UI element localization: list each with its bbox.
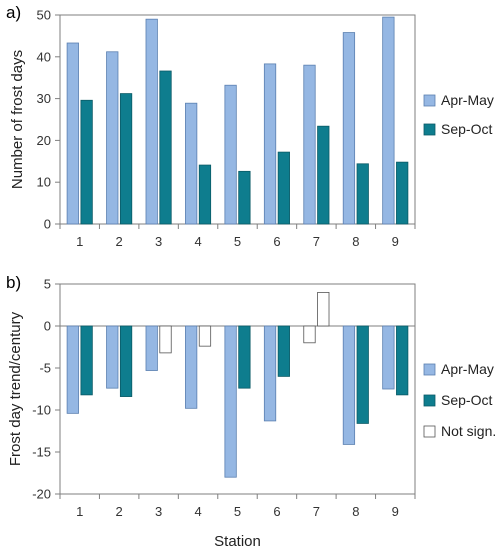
x-tick-label: 2 xyxy=(116,234,123,249)
bar-apr-may xyxy=(342,32,356,225)
bar-apr-may xyxy=(185,102,198,225)
x-tick-label: 9 xyxy=(392,234,399,249)
legend-label: Apr-May xyxy=(441,361,494,377)
bar-sep-oct xyxy=(119,325,133,397)
x-tick-label: 9 xyxy=(392,504,399,519)
legend-swatch xyxy=(423,123,436,136)
y-tick-label: 10 xyxy=(37,175,51,190)
bar-sep-oct xyxy=(198,325,212,347)
x-tick-label: 1 xyxy=(76,504,83,519)
bar-apr-may xyxy=(224,325,237,478)
bar-sep-oct xyxy=(317,291,330,327)
bar-sep-oct xyxy=(356,163,369,225)
x-tick-label: 4 xyxy=(194,504,201,519)
y-tick-label: 0 xyxy=(44,319,51,334)
y-tick-label: -5 xyxy=(39,361,51,376)
bar-apr-may xyxy=(342,325,356,445)
bar-apr-may xyxy=(382,325,395,390)
y-tick-label: 30 xyxy=(37,91,51,106)
bar-apr-may xyxy=(66,325,79,414)
x-tick-label: 8 xyxy=(352,234,359,249)
bar-sep-oct xyxy=(396,325,409,396)
x-tick-label: 1 xyxy=(76,234,83,249)
bar-sep-oct xyxy=(277,151,290,225)
y-tick-label: 5 xyxy=(44,277,51,292)
bar-apr-may xyxy=(263,63,277,225)
x-tick-label: 6 xyxy=(273,234,280,249)
x-tick-label: 5 xyxy=(234,234,241,249)
y-tick-label: 40 xyxy=(37,49,51,64)
y-tick-label: 50 xyxy=(37,8,51,23)
bar-sep-oct xyxy=(159,325,172,354)
x-axis-title: Station xyxy=(214,533,261,550)
bar-apr-may xyxy=(382,16,395,225)
y-tick-label: 20 xyxy=(37,133,51,148)
y-axis-title: Number of frost days xyxy=(9,50,26,189)
legend-label: Not sign. xyxy=(441,423,496,439)
legend-swatch xyxy=(423,363,436,376)
bar-sep-oct xyxy=(80,325,93,396)
bar-sep-oct xyxy=(119,93,133,225)
y-tick-label: -20 xyxy=(32,487,51,502)
y-axis-title: Frost day trend/century xyxy=(7,311,24,466)
y-tick-label: -10 xyxy=(32,403,51,418)
panel-label: a) xyxy=(6,3,21,22)
bar-sep-oct xyxy=(317,125,330,225)
bar-apr-may xyxy=(303,325,316,344)
bar-apr-may xyxy=(145,325,158,371)
bar-apr-may xyxy=(303,64,316,225)
panel-label: b) xyxy=(6,273,21,292)
legend-swatch xyxy=(423,425,436,438)
x-tick-label: 5 xyxy=(234,504,241,519)
y-tick-label: 0 xyxy=(44,217,51,232)
x-tick-label: 8 xyxy=(352,504,359,519)
x-tick-label: 3 xyxy=(155,504,162,519)
bar-apr-may xyxy=(224,84,237,225)
plot-area xyxy=(59,283,416,495)
x-tick-label: 7 xyxy=(313,234,320,249)
bar-sep-oct xyxy=(238,325,251,389)
plot-area xyxy=(59,14,416,225)
chart-frost-days: 0 10 20 30 40 50 1 2 3 4 5 6 7 8 9 Number of frost days… xyxy=(6,3,494,249)
x-tick-label: 7 xyxy=(313,504,320,519)
bar-sep-oct xyxy=(277,325,290,377)
bar-apr-may xyxy=(263,325,277,422)
legend-swatch xyxy=(423,394,436,407)
legend-label: Apr-May xyxy=(441,92,494,108)
legend-label: Sep-Oct xyxy=(441,392,492,408)
chart-frost-trend: 5 0 -5 -10 -15 -20 1 2 3 4 5 6 7 8 9 Frost day trend/ce… xyxy=(6,273,496,550)
legend-swatch xyxy=(423,94,436,107)
bar-sep-oct xyxy=(159,70,172,225)
x-tick-label: 3 xyxy=(155,234,162,249)
bar-apr-may xyxy=(106,51,119,225)
bar-sep-oct xyxy=(198,164,212,225)
bar-sep-oct xyxy=(238,170,251,225)
bar-sep-oct xyxy=(356,325,369,424)
bar-apr-may xyxy=(66,42,79,225)
bar-apr-may xyxy=(106,325,119,389)
y-tick-label: -15 xyxy=(32,445,51,460)
bar-apr-may xyxy=(145,18,158,225)
x-tick-label: 2 xyxy=(116,504,123,519)
bar-apr-may xyxy=(185,325,198,409)
legend-label: Sep-Oct xyxy=(441,121,492,137)
bar-sep-oct xyxy=(396,161,409,225)
bar-sep-oct xyxy=(80,99,93,225)
x-tick-label: 6 xyxy=(273,504,280,519)
x-tick-label: 4 xyxy=(194,234,201,249)
